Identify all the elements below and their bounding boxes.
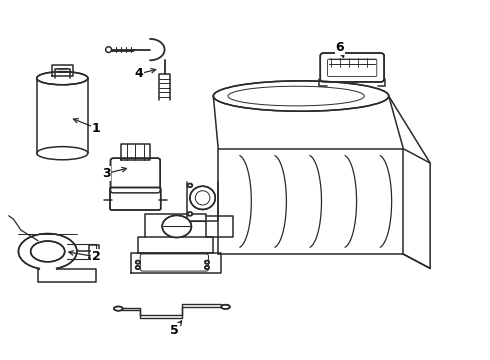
Text: 1: 1 bbox=[92, 122, 101, 135]
Ellipse shape bbox=[213, 81, 389, 111]
FancyBboxPatch shape bbox=[111, 158, 160, 193]
Ellipse shape bbox=[106, 47, 112, 53]
Ellipse shape bbox=[221, 305, 230, 309]
Ellipse shape bbox=[136, 266, 140, 269]
Ellipse shape bbox=[188, 184, 193, 187]
Ellipse shape bbox=[188, 212, 193, 216]
Text: 5: 5 bbox=[170, 324, 179, 337]
Ellipse shape bbox=[30, 241, 65, 262]
Ellipse shape bbox=[37, 72, 88, 85]
FancyBboxPatch shape bbox=[110, 188, 161, 210]
Ellipse shape bbox=[114, 306, 122, 311]
Text: 3: 3 bbox=[102, 167, 110, 180]
Ellipse shape bbox=[162, 215, 192, 238]
Ellipse shape bbox=[190, 186, 215, 210]
Ellipse shape bbox=[19, 234, 77, 269]
FancyBboxPatch shape bbox=[320, 53, 384, 82]
Ellipse shape bbox=[136, 261, 140, 264]
Text: 6: 6 bbox=[336, 41, 344, 54]
Ellipse shape bbox=[205, 261, 209, 264]
Text: 4: 4 bbox=[134, 67, 143, 80]
Text: 2: 2 bbox=[92, 250, 101, 263]
Ellipse shape bbox=[205, 266, 209, 269]
